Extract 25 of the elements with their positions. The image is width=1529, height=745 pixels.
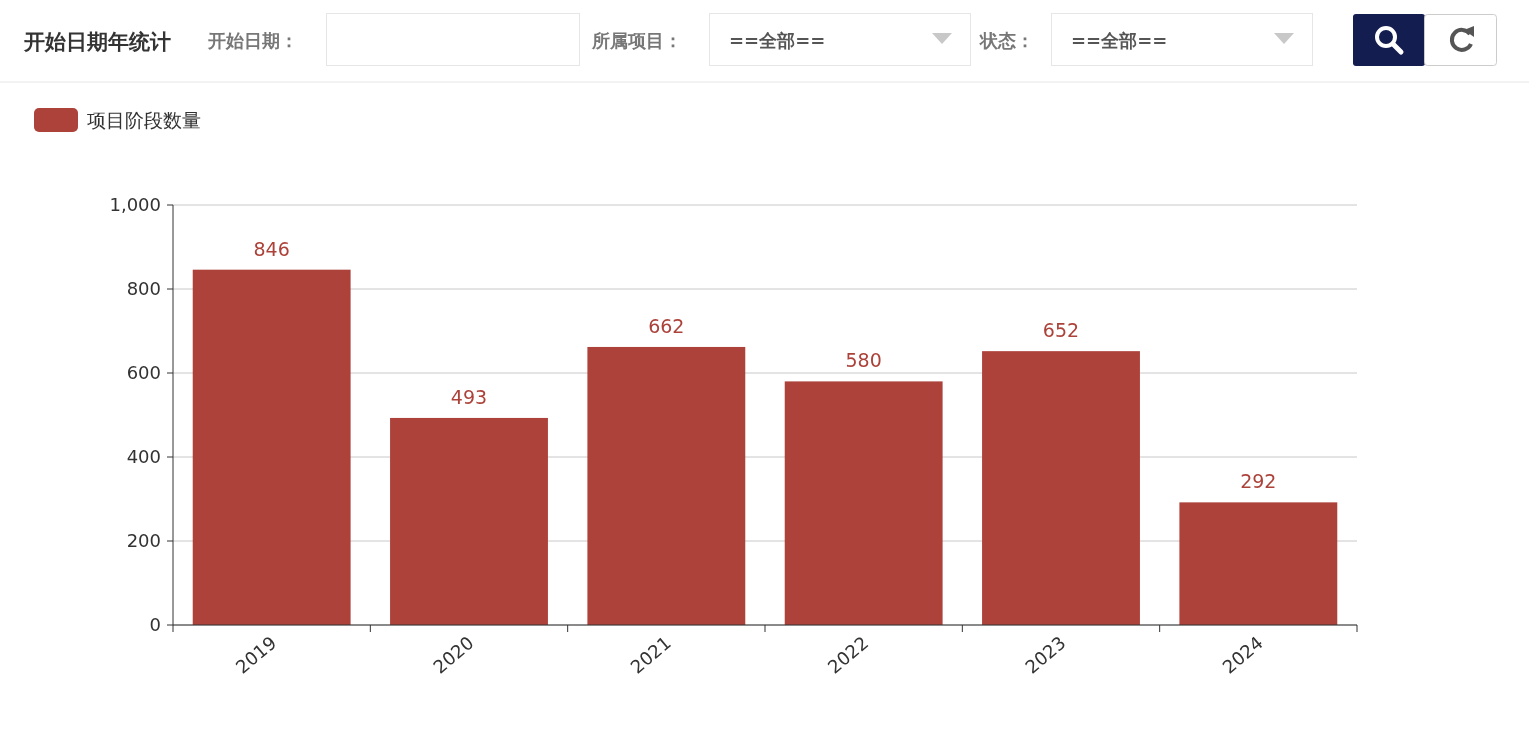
data-label: 580 <box>845 349 882 372</box>
data-label: 493 <box>450 385 488 408</box>
text: 所属项目： <box>591 30 682 51</box>
data-label: 662 <box>648 314 685 337</box>
y-tick-label: 0 <box>149 614 161 635</box>
bar <box>982 351 1140 625</box>
text: 开始日期： <box>207 30 298 51</box>
data-label: 652 <box>1042 319 1080 342</box>
text: ==全部== <box>1071 30 1168 51</box>
y-tick-label: 1,000 <box>109 194 161 215</box>
y-tick-label: 800 <box>126 278 161 299</box>
bar <box>192 269 351 625</box>
data-label: 292 <box>1240 470 1277 493</box>
bar <box>784 381 943 625</box>
y-tick-label: 200 <box>126 530 161 551</box>
y-tick-label: 600 <box>126 362 161 383</box>
data-label: 846 <box>253 237 290 260</box>
bar <box>1179 502 1338 625</box>
text: ==全部== <box>729 30 826 51</box>
legend-label: 项目阶段数量 <box>87 109 201 131</box>
text: 状态： <box>978 30 1034 51</box>
chart-title: 开始日期年统计 <box>23 30 171 54</box>
y-tick-label: 400 <box>126 446 161 467</box>
bar <box>390 417 548 625</box>
bar <box>587 346 746 625</box>
